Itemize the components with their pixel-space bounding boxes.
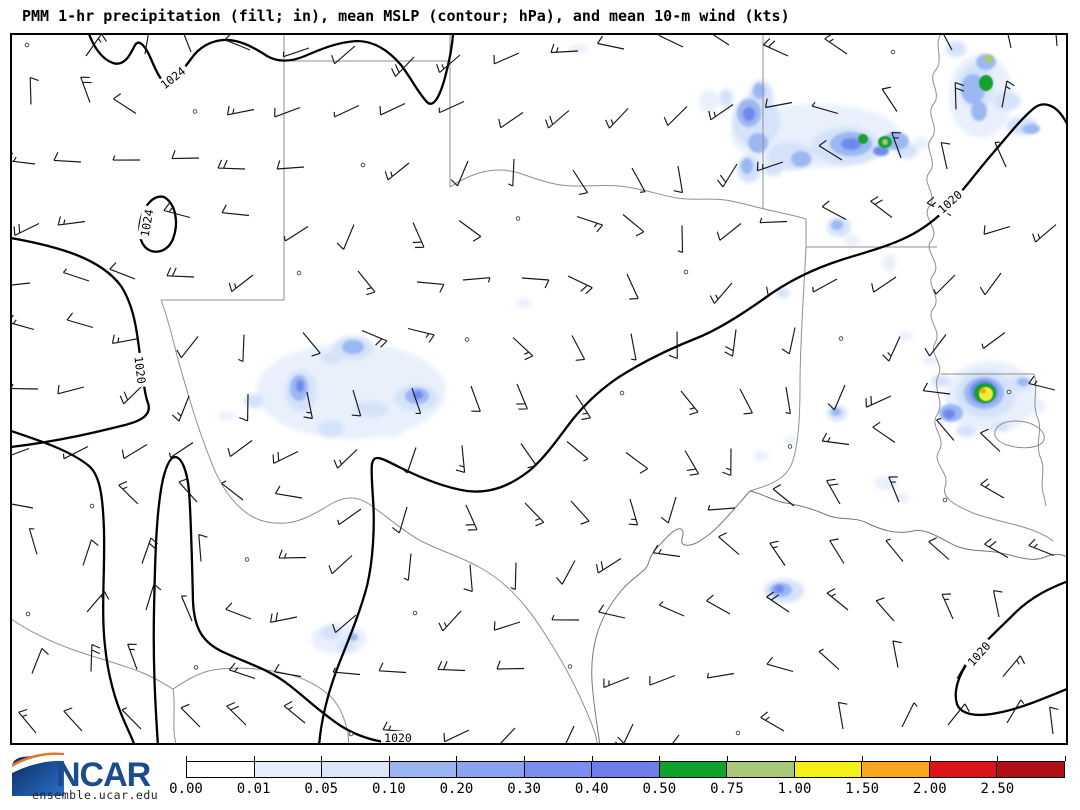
svg-text:1020: 1020 <box>131 355 148 384</box>
colorbar-tick <box>524 756 526 761</box>
svg-text:1020: 1020 <box>384 731 412 743</box>
contour-1020-hairpin <box>152 455 408 743</box>
colorbar-tick <box>1065 756 1066 761</box>
border-rio-grande <box>160 299 598 743</box>
colorbar-tick-label: 0.50 <box>642 781 677 797</box>
colorbar-tick <box>321 756 323 761</box>
border-newmexico-texas <box>161 35 285 301</box>
weather-map: 1024 1024 1020 1020 1020 1020 <box>10 33 1068 745</box>
colorbar-tick-label: 0.05 <box>304 781 339 797</box>
coast-texas <box>591 490 751 743</box>
contour-label: 1024 <box>155 62 191 94</box>
precip-colorbar <box>186 761 1065 778</box>
colorbar-tick-label: 2.00 <box>912 781 947 797</box>
contour-1020-main <box>318 103 1066 743</box>
colorbar-segment <box>523 762 592 777</box>
wind-barbs-layer <box>12 35 1059 743</box>
contour-1020-left <box>12 237 150 449</box>
colorbar-tick <box>794 756 796 761</box>
colorbar-tick-label: 2.50 <box>980 781 1015 797</box>
site-url: ensemble.ucar.edu <box>32 788 159 802</box>
colorbar-segment <box>456 762 524 777</box>
contour-label: 1020 <box>932 185 968 219</box>
chart-title: PMM 1-hr precipitation (fill; in), mean … <box>22 7 790 25</box>
colorbar-tick <box>253 756 255 761</box>
contour-1020-southeast <box>954 580 1066 716</box>
colorbar-segment <box>388 762 457 777</box>
border-red-river <box>449 169 807 220</box>
contour-label: 1024 <box>137 205 157 241</box>
colorbar-tick-label: 0.75 <box>710 781 744 797</box>
lake-outline <box>994 420 1045 449</box>
colorbar-tick <box>591 756 593 761</box>
colorbar-segment <box>658 762 727 777</box>
colorbar-segment <box>861 762 929 777</box>
colorbar-labels: 0.00 0.01 0.05 0.10 0.20 0.30 0.40 0.50 0.75 1.00… <box>169 781 1065 797</box>
colorbar-segment <box>321 762 389 777</box>
colorbar-tick-label: 0.30 <box>507 781 541 797</box>
colorbar-tick <box>388 756 390 761</box>
geography-borders-layer <box>12 35 1066 743</box>
precip-level-lg <box>882 55 994 145</box>
contour-1024-wavy <box>88 35 455 105</box>
precip-level-o <box>980 388 986 394</box>
map-canvas: 1024 1024 1020 1020 1020 1020 <box>12 35 1066 743</box>
gulf-coastline <box>591 490 1066 743</box>
border-oklahoma-west <box>284 35 451 187</box>
colorbar-tick-label: 0.20 <box>439 781 474 797</box>
colorbar-tick <box>726 756 728 761</box>
colorbar-ticks <box>186 756 1066 761</box>
colorbar-tick-label: 1.50 <box>845 781 879 797</box>
ncar-logo-flag <box>12 752 64 796</box>
contour-label: 1020 <box>962 636 996 672</box>
contour-1020-southwest <box>12 430 136 743</box>
colorbar-segment <box>996 762 1064 777</box>
colorbar-segment <box>187 762 254 777</box>
ncar-logo-text: NCAR <box>56 756 151 794</box>
border-texas-arkansas-louisiana <box>749 219 937 492</box>
colorbar-segment <box>928 762 997 777</box>
colorbar-tick-label: 1.00 <box>777 781 812 797</box>
border-mexico-states <box>12 619 350 743</box>
colorbar-tick-label: 0.10 <box>371 781 406 797</box>
colorbar-tick-label: 0.40 <box>574 781 609 797</box>
colorbar-tick <box>862 756 864 761</box>
border-louisiana-mississippi <box>941 373 1047 507</box>
colorbar-tick <box>186 756 187 761</box>
colorbar-segment <box>726 762 794 777</box>
colorbar-tick-label: 0.01 <box>236 781 271 797</box>
colorbar-segment <box>253 762 322 777</box>
colorbar-segment <box>793 762 862 777</box>
colorbar-segment <box>591 762 659 777</box>
colorbar-tick <box>456 756 458 761</box>
contour-label: 1020 <box>381 731 415 743</box>
border-mississippi-river <box>926 35 1054 542</box>
precipitation-fill-layer <box>218 41 1046 655</box>
precip-level-l4 <box>296 107 998 593</box>
ncar-logo: NCAR ensemble.ucar.edu <box>10 752 210 804</box>
svg-text:1024: 1024 <box>138 208 157 238</box>
coast-louisiana <box>749 490 1066 560</box>
colorbar-tick <box>929 756 931 761</box>
colorbar-tick <box>997 756 999 761</box>
contour-label: 1020 <box>130 352 150 388</box>
wind-barb-field <box>12 35 1059 743</box>
colorbar-tick-label: 0.00 <box>169 781 203 797</box>
colorbar-tick <box>659 756 661 761</box>
